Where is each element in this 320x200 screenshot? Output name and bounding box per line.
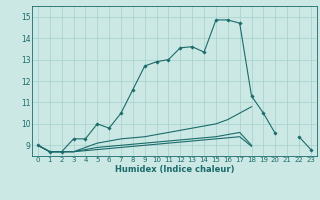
X-axis label: Humidex (Indice chaleur): Humidex (Indice chaleur) xyxy=(115,165,234,174)
